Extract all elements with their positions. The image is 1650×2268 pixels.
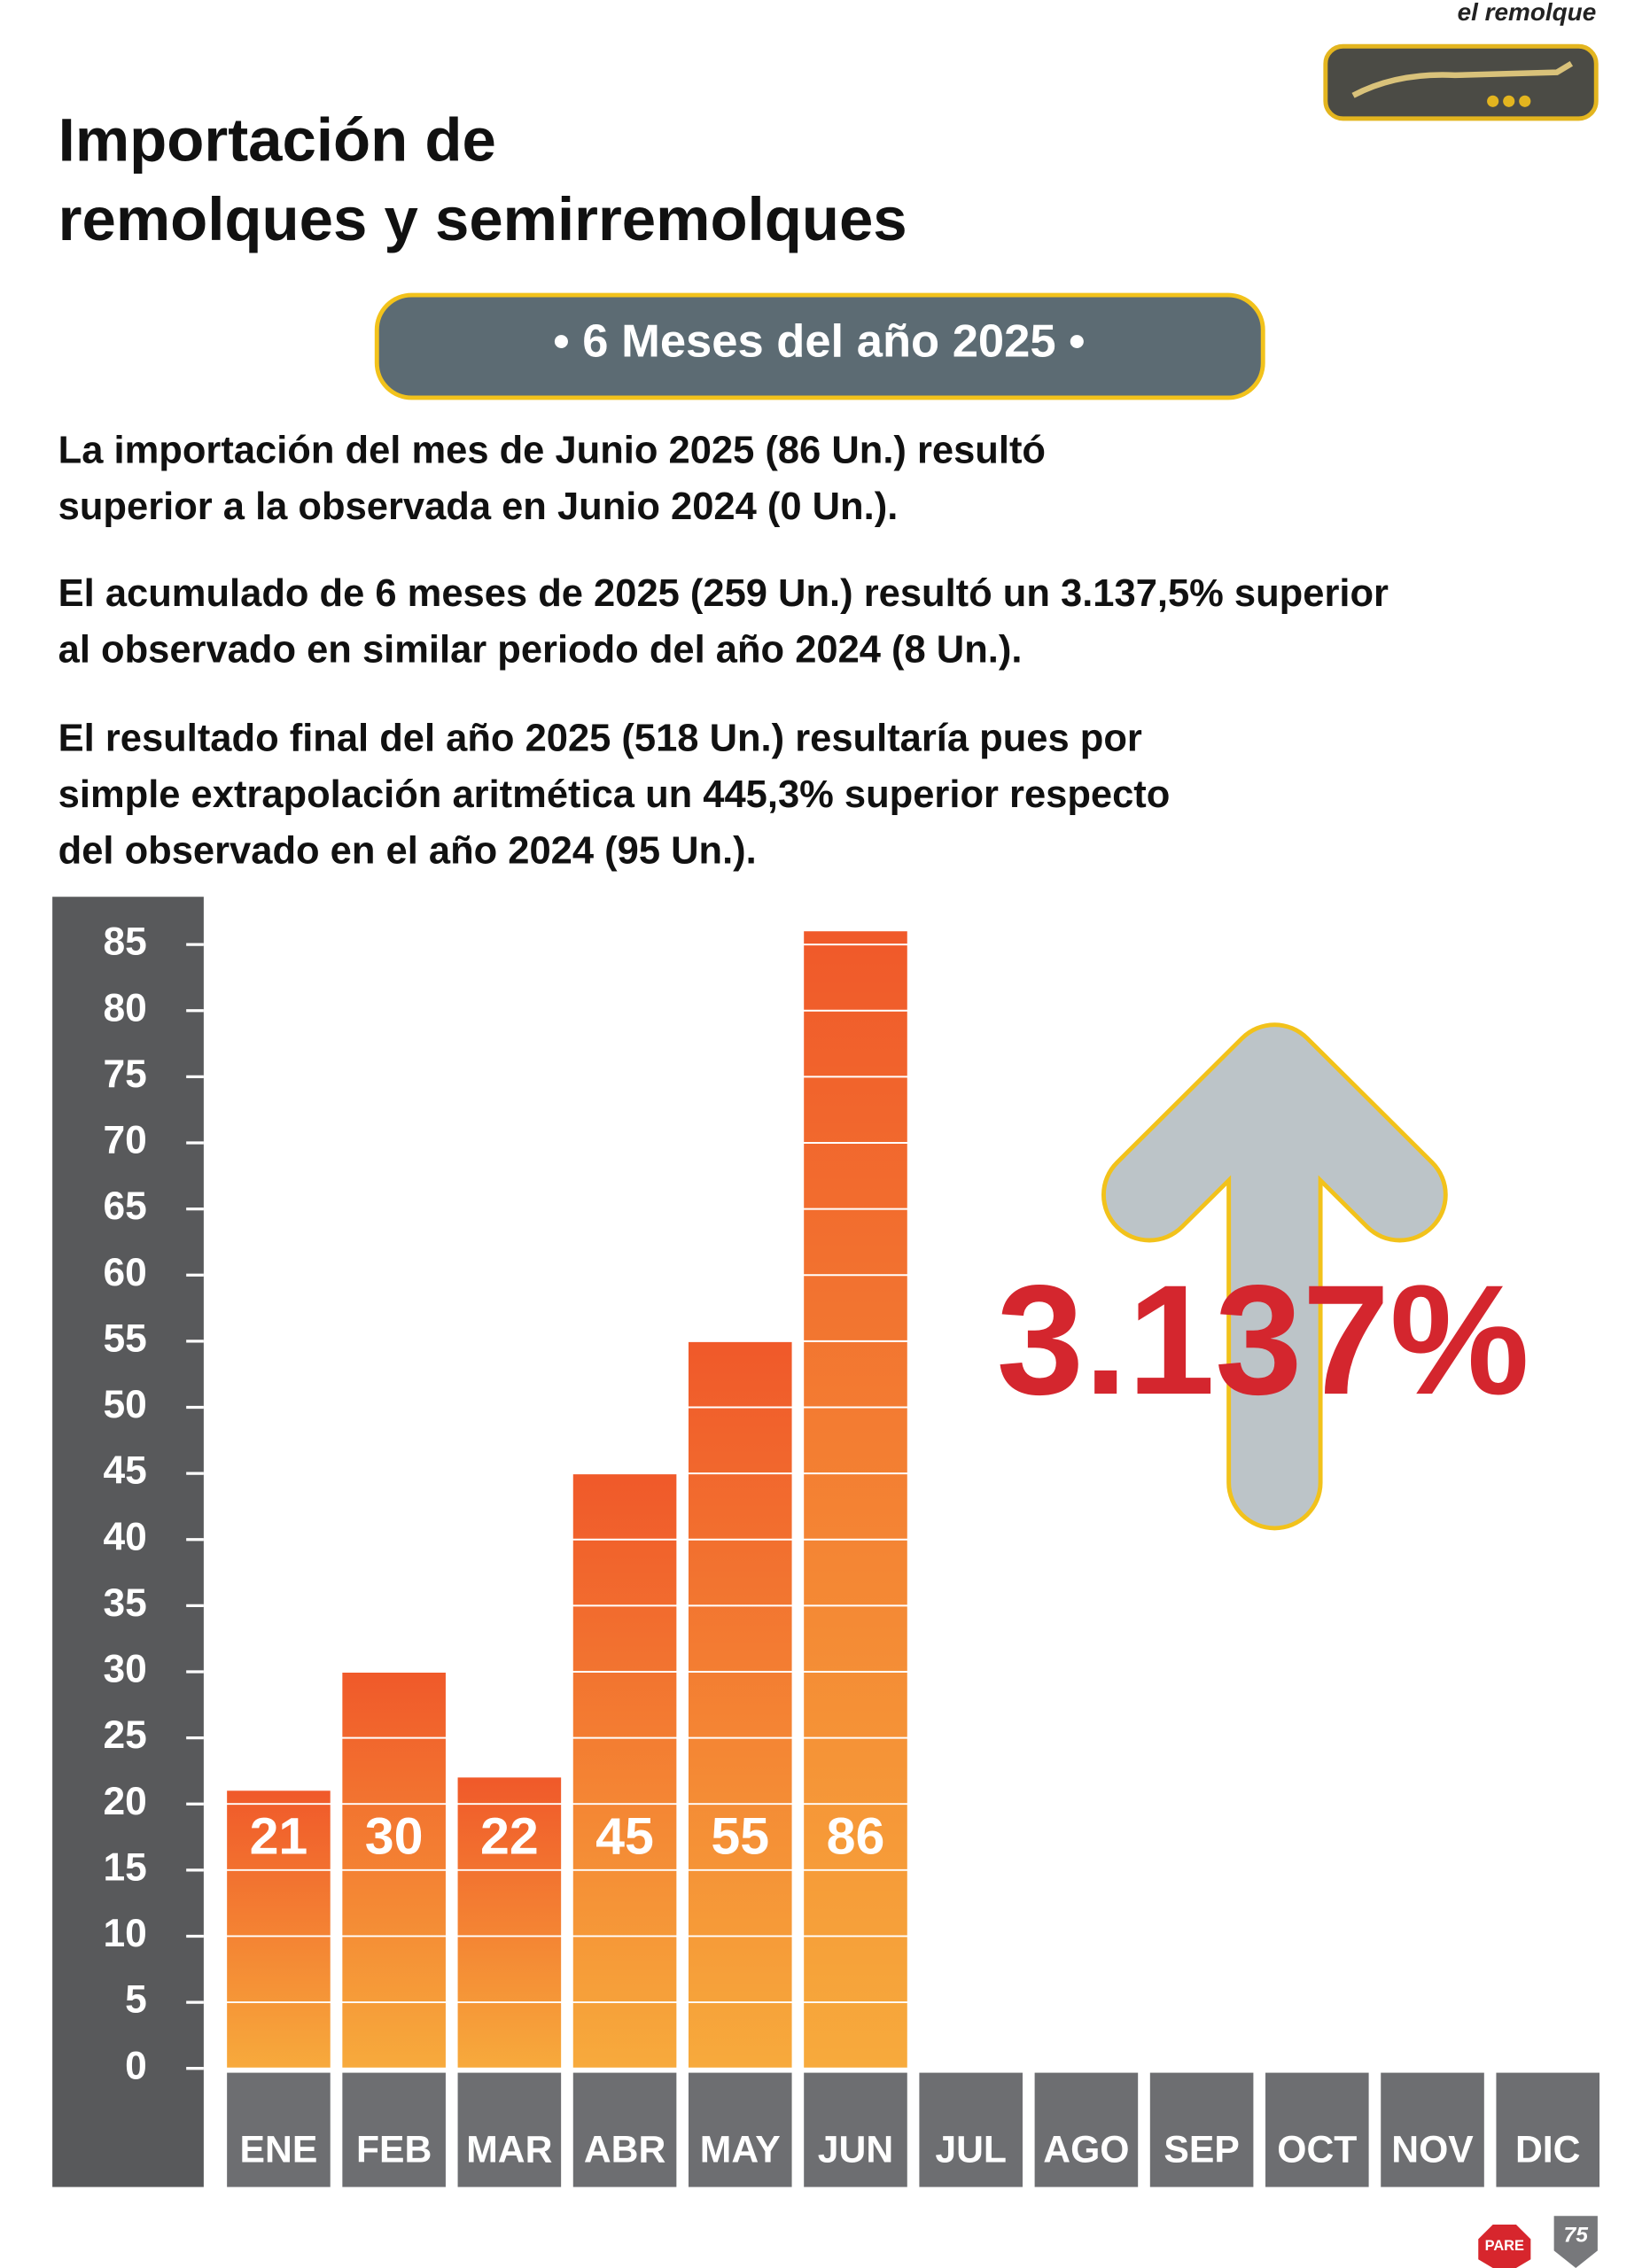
title: Importación de [58,106,496,175]
arrow [1105,1027,1444,1526]
bar [804,931,907,2069]
x-tick-label: NOV [1391,2129,1474,2171]
page-tab [1553,2216,1598,2268]
value-label: 21 [250,1807,308,1865]
y-tick-label: 10 [104,1912,147,1955]
page-number: 75 [1564,2224,1589,2248]
value-label: 55 [711,1807,769,1865]
value-label: 22 [480,1807,539,1865]
paragraph-line: al observado en similar periodo del año … [58,629,1023,672]
y-tick-label: 15 [104,1846,147,1890]
paragraph-line: simple extrapolación aritmética un 445,3… [58,773,1171,816]
category-box [1381,2072,1484,2187]
y-tick-label: 35 [104,1581,147,1625]
brand: el remolque [1458,0,1597,26]
value-label: 45 [595,1807,654,1865]
title: remolques y semirremolques [58,185,907,253]
paragraphs: La importación del mes de Junio 2025 (86… [58,430,1389,873]
y-tick-label: 70 [104,1119,147,1162]
paragraph-line: del observado en el año 2024 (95 Un.). [58,830,757,873]
x-tick-label: SEP [1164,2129,1239,2171]
paragraph-line: El acumulado de 6 meses de 2025 (259 Un.… [58,572,1389,615]
y-tick-label: 5 [125,1978,147,2022]
bar [227,1790,331,2069]
category-box [688,2072,792,2187]
paragraph-line: superior a la observada en Junio 2024 (0… [58,485,899,528]
y-tick-label: 40 [104,1515,147,1558]
x-tick-label: ABR [584,2129,665,2171]
chart: 0 5 10 15 20 25 30 35 40 45 50 55 60 65 70 75 80 85 ENE 21 F… [104,920,1601,2187]
logo [1323,43,1599,121]
category-box [457,2072,562,2187]
value-label: 86 [827,1807,885,1865]
category-box [572,2072,677,2187]
x-tick-label: MAR [466,2129,552,2171]
y-tick-label: 0 [125,2044,147,2087]
x-tick-label: JUL [935,2129,1007,2171]
x-tick-label: OCT [1277,2129,1357,2171]
annotation: 3.137% [997,1254,1529,1427]
y-tick-label: 60 [104,1251,147,1294]
value-label: 30 [365,1807,424,1865]
bar [688,1340,792,2069]
x-tick-label: AGO [1043,2129,1129,2171]
category-box [919,2072,1023,2187]
y-tick-label: 65 [104,1184,147,1228]
y-tick-label: 55 [104,1317,147,1361]
x-tick-label: FEB [356,2129,432,2171]
x-tick-label: JUN [818,2129,893,2171]
y-tick-label: 85 [104,920,147,964]
bar [572,1473,677,2069]
y-tick-label: 50 [104,1383,147,1426]
y-tick-label: 80 [104,986,147,1029]
y-tick-label: 75 [104,1052,147,1096]
paragraph-line: El resultado final del año 2025 (518 Un.… [58,717,1142,759]
category-box [1496,2072,1600,2187]
category-box [342,2072,446,2187]
y-tick-label: 25 [104,1713,147,1757]
subtitle: • 6 Meses del año 2025 • [553,316,1085,368]
y-tick-label: 20 [104,1780,147,1823]
footer-badge: PARE [1485,2238,1524,2254]
category-box [227,2072,331,2187]
y-tick-label: 30 [104,1648,147,1691]
paragraph-line: La importación del mes de Junio 2025 (86… [58,430,1046,472]
x-tick-label: MAY [700,2129,781,2171]
axis-panel [52,897,204,2187]
x-tick-label: ENE [240,2129,318,2171]
footer: PARE 75 [1478,2216,1598,2268]
bar [457,1777,562,2069]
category-box [804,2072,907,2187]
category-box [1034,2072,1139,2187]
subtitle-pill [374,292,1265,400]
y-tick-label: 45 [104,1449,147,1493]
x-tick-label: DIC [1515,2129,1581,2171]
category-box [1265,2072,1369,2187]
category-box [1149,2072,1254,2187]
